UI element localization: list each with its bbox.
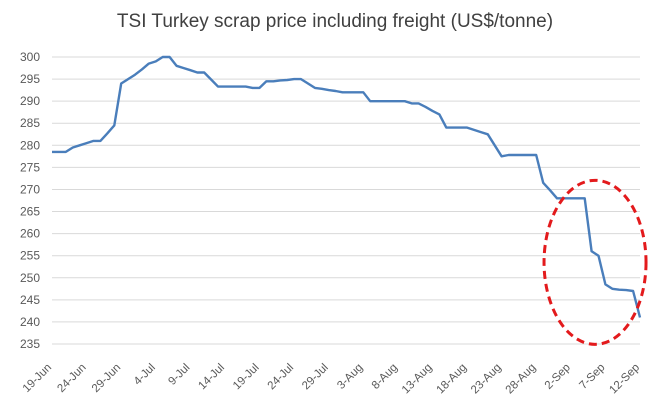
y-tick-label: 280 <box>20 138 40 152</box>
x-tick-label: 13-Aug <box>400 362 435 397</box>
x-tick-label: 18-Aug <box>434 362 469 397</box>
highlight-ellipse <box>542 178 648 346</box>
x-tick-label: 19-Jul <box>231 362 262 393</box>
x-tick-label: 29-Jun <box>90 362 123 395</box>
x-tick-label: 29-Jul <box>300 362 331 393</box>
y-tick-label: 255 <box>20 249 40 263</box>
x-tick-label: 19-Jun <box>21 362 54 395</box>
chart-title: TSI Turkey scrap price including freight… <box>116 11 554 32</box>
annotation-group <box>542 178 648 346</box>
series-line <box>52 55 642 318</box>
y-tick-label: 300 <box>20 50 40 64</box>
x-tick-label: 24-Jun <box>55 362 88 395</box>
y-tick-label: 290 <box>20 94 40 108</box>
x-axis-ticks: 19-Jun 24-Jun 29-Jun 4-Jul 9-Jul 14-Jul 19-Jul… <box>21 362 642 397</box>
x-tick-label: 9-Jul <box>166 362 192 388</box>
series-group <box>52 55 642 318</box>
x-tick-label: 8-Aug <box>370 362 400 392</box>
y-tick-label: 275 <box>20 160 40 174</box>
y-tick-label: 245 <box>20 293 40 307</box>
y-axis-ticks: 235 240 245 250 255 260 265 270 275 280 285 290 295 3… <box>20 50 40 351</box>
y-tick-label: 270 <box>20 182 40 196</box>
x-tick-label: 12-Sep <box>607 362 642 397</box>
x-tick-label: 24-Jul <box>266 362 297 393</box>
y-tick-label: 260 <box>20 227 40 241</box>
y-tick-label: 250 <box>20 271 40 285</box>
x-tick-label: 7-Sep <box>577 362 607 392</box>
gridlines <box>52 56 640 345</box>
y-tick-label: 235 <box>20 337 40 351</box>
y-tick-label: 285 <box>20 116 40 130</box>
y-tick-label: 240 <box>20 315 40 329</box>
y-tick-label: 295 <box>20 72 40 86</box>
y-tick-label: 265 <box>20 205 40 219</box>
x-tick-label: 28-Aug <box>504 362 539 397</box>
x-tick-label: 4-Jul <box>132 362 158 388</box>
x-tick-label: 3-Aug <box>335 362 365 392</box>
x-tick-label: 14-Jul <box>196 362 227 393</box>
x-tick-label: 23-Aug <box>469 362 504 397</box>
x-tick-label: 2-Sep <box>543 362 573 392</box>
